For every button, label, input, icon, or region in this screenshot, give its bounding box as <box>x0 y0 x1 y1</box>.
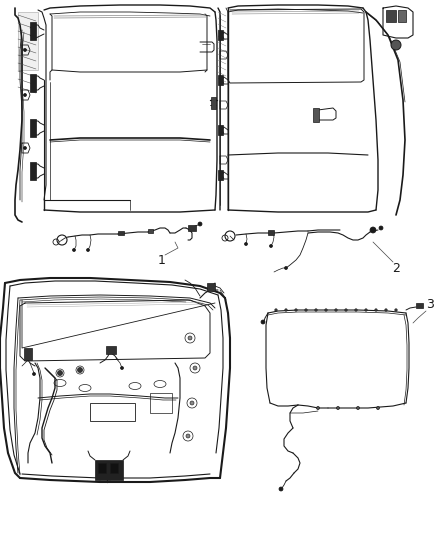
Bar <box>268 230 274 235</box>
Circle shape <box>57 370 63 376</box>
Circle shape <box>377 407 379 409</box>
Circle shape <box>345 309 347 311</box>
Bar <box>188 225 196 231</box>
Bar <box>313 108 319 122</box>
Bar <box>416 303 423 308</box>
Bar <box>398 10 406 22</box>
Bar <box>211 97 216 109</box>
Circle shape <box>370 227 376 233</box>
Circle shape <box>355 309 357 311</box>
Bar <box>95 460 123 480</box>
Polygon shape <box>18 12 38 70</box>
Circle shape <box>295 309 297 311</box>
Bar <box>218 170 223 180</box>
Bar <box>218 125 223 135</box>
Bar <box>30 162 36 180</box>
Text: 3: 3 <box>426 298 434 311</box>
Circle shape <box>186 434 190 438</box>
Bar <box>98 463 106 473</box>
Circle shape <box>73 248 75 252</box>
Bar <box>386 10 396 22</box>
Circle shape <box>375 309 377 311</box>
Circle shape <box>193 366 197 370</box>
Circle shape <box>190 401 194 405</box>
Circle shape <box>269 245 272 247</box>
Circle shape <box>24 93 27 96</box>
Circle shape <box>335 309 337 311</box>
Circle shape <box>379 226 383 230</box>
Circle shape <box>32 373 35 376</box>
Circle shape <box>336 407 339 409</box>
Circle shape <box>365 309 367 311</box>
Bar <box>30 22 36 40</box>
Circle shape <box>279 487 283 491</box>
Bar <box>218 75 223 85</box>
Circle shape <box>188 336 192 340</box>
Circle shape <box>317 407 319 409</box>
Circle shape <box>285 309 287 311</box>
Circle shape <box>24 147 27 149</box>
Circle shape <box>24 49 27 52</box>
Bar <box>207 283 215 291</box>
Circle shape <box>275 309 277 311</box>
Circle shape <box>78 367 82 373</box>
Bar <box>148 229 153 233</box>
Bar <box>30 119 36 137</box>
Circle shape <box>305 309 307 311</box>
Circle shape <box>357 407 360 409</box>
Bar <box>118 231 124 235</box>
Circle shape <box>315 309 317 311</box>
Bar <box>218 30 223 40</box>
Circle shape <box>86 248 89 252</box>
Bar <box>106 346 116 354</box>
Bar <box>30 74 36 92</box>
Circle shape <box>395 309 397 311</box>
Circle shape <box>120 367 124 369</box>
Circle shape <box>244 243 247 246</box>
Bar <box>24 348 32 360</box>
Circle shape <box>261 320 265 324</box>
Circle shape <box>325 309 327 311</box>
Bar <box>110 463 118 473</box>
Circle shape <box>198 222 202 226</box>
Text: 2: 2 <box>392 262 400 274</box>
Circle shape <box>391 40 401 50</box>
Text: 1: 1 <box>158 254 166 266</box>
Circle shape <box>385 309 387 311</box>
Circle shape <box>285 266 287 270</box>
